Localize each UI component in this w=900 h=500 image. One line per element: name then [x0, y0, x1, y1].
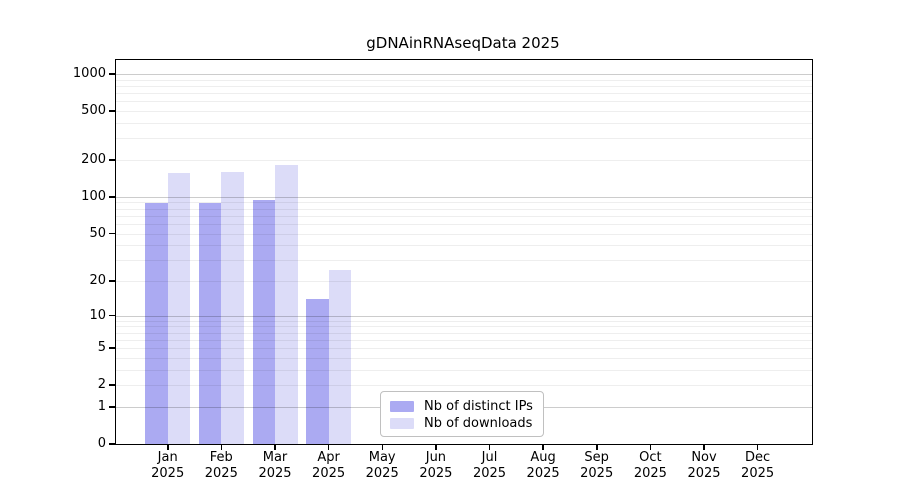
- minor-gridline: [116, 369, 812, 371]
- y-axis-tick: [109, 110, 115, 112]
- minor-gridline: [116, 123, 812, 124]
- legend-item-downloads: Nb of downloads: [390, 415, 543, 432]
- x-axis-tick-label: Mar 2025: [258, 450, 292, 481]
- y-axis-tick: [109, 232, 115, 235]
- x-axis-tick-label: Jul 2025: [472, 450, 507, 481]
- major-gridline: [116, 315, 812, 317]
- y-axis-tick-label: 100: [81, 188, 106, 204]
- x-axis-tick-label: Dec 2025: [741, 450, 775, 481]
- x-axis-tick: [381, 444, 383, 450]
- minor-gridline: [116, 138, 812, 140]
- y-axis-tick: [109, 73, 115, 75]
- minor-gridline: [116, 93, 812, 95]
- minor-gridline: [116, 233, 812, 235]
- legend-swatch-downloads: [390, 418, 414, 429]
- minor-gridline: [116, 208, 812, 210]
- y-axis-tick-label: 200: [81, 152, 106, 167]
- x-axis-tick-label: Aug 2025: [526, 450, 560, 481]
- plot-area: 0 1 2 5 10 20 50 100 200 500 1000 Jan 2025 Feb 2025 M…: [73, 59, 813, 481]
- y-axis-tick: [109, 159, 115, 161]
- bar-distinct-ips-jan: [145, 203, 168, 444]
- legend: Nb of distinct IPs Nb of downloads: [380, 391, 544, 437]
- x-axis-tick-label: Oct 2025: [633, 450, 667, 481]
- minor-gridline: [116, 223, 812, 225]
- bar-downloads-feb: [221, 171, 244, 444]
- bar-distinct-ips-mar: [252, 200, 275, 444]
- y-axis-tick-label: 10: [89, 307, 106, 323]
- minor-gridline: [116, 79, 812, 81]
- legend-label-distinct-ips: Nb of distinct IPs: [424, 399, 533, 414]
- y-axis-tick: [109, 347, 115, 349]
- y-axis-tick-label: 1: [97, 398, 106, 414]
- minor-gridline: [116, 260, 812, 262]
- legend-swatch-distinct-ips: [390, 401, 414, 412]
- x-axis-tick: [542, 444, 544, 450]
- x-axis-tick-label: Feb 2025: [204, 450, 238, 481]
- y-axis-tick-label: 500: [81, 103, 106, 119]
- x-axis-tick-label: Nov 2025: [687, 450, 721, 481]
- x-axis-tick: [167, 444, 169, 450]
- y-axis-tick: [109, 196, 115, 198]
- major-gridline: [116, 74, 812, 75]
- y-axis-tick: [109, 280, 115, 282]
- minor-gridline: [116, 111, 812, 113]
- x-axis-tick: [274, 444, 276, 450]
- minor-gridline: [116, 320, 812, 322]
- x-axis-tick: [756, 444, 759, 450]
- x-axis-tick-label: Jun 2025: [419, 450, 453, 481]
- major-gridline: [116, 196, 812, 198]
- x-axis-tick-label: Jan 2025: [151, 450, 185, 481]
- y-axis-tick-label: 1000: [72, 66, 106, 81]
- bar-distinct-ips-feb: [198, 203, 222, 444]
- minor-gridline: [116, 281, 812, 282]
- x-axis-tick: [327, 444, 330, 450]
- y-axis-tick-label: 0: [97, 436, 106, 451]
- x-axis-tick: [649, 444, 652, 450]
- x-axis-tick-label: Apr 2025: [312, 450, 346, 481]
- y-axis-tick: [109, 384, 115, 386]
- x-axis-tick: [703, 444, 705, 450]
- minor-gridline: [116, 215, 812, 217]
- y-axis-tick-label: 50: [89, 225, 106, 241]
- minor-gridline: [116, 245, 812, 247]
- x-axis-tick: [435, 444, 437, 450]
- y-axis-tick: [109, 443, 115, 445]
- bar-downloads-apr: [328, 269, 352, 444]
- minor-gridline: [116, 160, 812, 161]
- x-axis-tick: [220, 444, 223, 450]
- bar-downloads-mar: [275, 165, 298, 444]
- bar-downloads-jan: [167, 172, 191, 444]
- x-axis-tick-label: Sep 2025: [580, 450, 614, 481]
- x-axis-tick-label: May 2025: [365, 450, 399, 481]
- x-axis-tick: [596, 444, 598, 450]
- minor-gridline: [116, 326, 812, 328]
- minor-gridline: [116, 202, 812, 204]
- chart-title: gDNAinRNAseqData 2025: [366, 34, 560, 52]
- minor-gridline: [116, 332, 812, 334]
- minor-gridline: [116, 357, 812, 359]
- minor-gridline: [116, 339, 812, 341]
- minor-gridline: [116, 348, 812, 350]
- y-axis-tick: [109, 406, 115, 408]
- bar-distinct-ips-apr: [306, 299, 329, 444]
- legend-label-downloads: Nb of downloads: [424, 416, 533, 431]
- minor-gridline: [116, 385, 812, 387]
- minor-gridline: [116, 86, 812, 87]
- y-axis-tick-label: 20: [89, 273, 106, 288]
- x-axis-tick: [488, 444, 491, 450]
- minor-gridline: [116, 101, 812, 103]
- y-axis-tick-label: 2: [97, 377, 106, 393]
- y-axis-tick: [109, 314, 115, 317]
- legend-item-distinct-ips: Nb of distinct IPs: [390, 398, 543, 415]
- y-axis-tick-label: 5: [97, 340, 106, 356]
